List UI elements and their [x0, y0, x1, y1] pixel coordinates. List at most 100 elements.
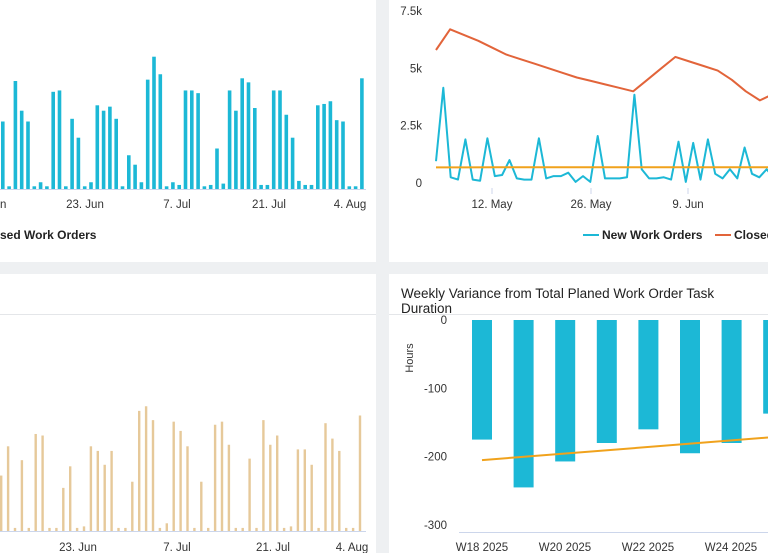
bar[interactable] [202, 186, 207, 189]
bar[interactable] [114, 118, 118, 189]
bar[interactable] [353, 186, 358, 189]
bar[interactable] [151, 420, 155, 531]
bar[interactable] [70, 118, 74, 189]
bar[interactable] [328, 101, 333, 189]
bar[interactable] [1, 121, 5, 190]
bar[interactable] [82, 526, 86, 531]
bar[interactable] [96, 450, 99, 531]
bar[interactable] [513, 320, 534, 488]
bar[interactable] [200, 481, 203, 531]
bar[interactable] [190, 90, 194, 189]
bar[interactable] [303, 184, 307, 189]
legend-new-work-orders[interactable]: New Work Orders [583, 228, 703, 242]
bar[interactable] [131, 481, 134, 531]
bar[interactable] [303, 449, 306, 531]
bar[interactable] [145, 79, 150, 189]
bar[interactable] [6, 446, 10, 531]
bar[interactable] [69, 466, 72, 531]
bar[interactable] [101, 110, 106, 189]
bar[interactable] [7, 186, 11, 189]
bar[interactable] [45, 186, 49, 189]
bar[interactable] [324, 423, 327, 531]
bar[interactable] [139, 182, 144, 189]
bar[interactable] [95, 105, 100, 189]
bar[interactable] [51, 91, 55, 189]
bar[interactable] [179, 430, 182, 531]
bar[interactable] [171, 182, 175, 189]
bar[interactable] [241, 527, 244, 531]
line-closed[interactable] [435, 28, 768, 102]
bar[interactable] [158, 74, 163, 189]
bar[interactable] [186, 446, 189, 531]
bar[interactable] [253, 108, 257, 189]
bar[interactable] [345, 527, 348, 531]
bar[interactable] [276, 435, 279, 531]
bar[interactable] [41, 435, 44, 531]
bar[interactable] [282, 527, 286, 531]
bar[interactable] [596, 320, 617, 443]
legend-closed[interactable]: Closed [715, 228, 768, 242]
bar[interactable] [38, 182, 43, 189]
bar[interactable] [27, 527, 30, 531]
bar[interactable] [472, 320, 492, 440]
bar[interactable] [62, 487, 65, 531]
bar[interactable] [108, 106, 112, 189]
bar[interactable] [721, 320, 742, 443]
bar[interactable] [64, 186, 68, 189]
bar[interactable] [89, 446, 93, 531]
bar[interactable] [317, 527, 320, 531]
bar[interactable] [13, 81, 18, 189]
bar[interactable] [32, 186, 37, 189]
line-new-work-orders[interactable] [435, 86, 768, 183]
bar[interactable] [227, 444, 231, 531]
bar[interactable] [358, 415, 362, 532]
bar[interactable] [240, 78, 244, 189]
bar[interactable] [278, 90, 282, 189]
bar[interactable] [34, 433, 37, 531]
bar[interactable] [248, 458, 251, 531]
bar[interactable] [680, 320, 700, 454]
bar[interactable] [271, 90, 276, 189]
bar[interactable] [138, 410, 141, 531]
bar[interactable] [19, 110, 24, 189]
legend-closed[interactable]: sed Work Orders [0, 228, 97, 242]
bar[interactable] [316, 105, 320, 189]
bar[interactable] [183, 90, 188, 189]
bar[interactable] [213, 424, 217, 531]
bar[interactable] [309, 184, 314, 189]
bar[interactable] [13, 527, 17, 531]
bar[interactable] [296, 449, 300, 531]
bar[interactable] [103, 464, 106, 531]
bar[interactable] [297, 180, 301, 189]
bar[interactable] [76, 137, 81, 189]
bar[interactable] [193, 527, 196, 531]
bar[interactable] [55, 527, 58, 531]
bar[interactable] [124, 527, 127, 531]
bar[interactable] [75, 527, 79, 531]
bar[interactable] [334, 120, 339, 189]
bar[interactable] [165, 523, 168, 531]
bar[interactable] [220, 421, 224, 531]
bar[interactable] [158, 527, 162, 531]
bar[interactable] [164, 186, 169, 189]
bar[interactable] [234, 110, 238, 189]
bar[interactable] [322, 103, 326, 189]
bar[interactable] [221, 183, 226, 189]
bar[interactable] [144, 406, 148, 531]
bar[interactable] [259, 184, 263, 189]
bar[interactable] [89, 182, 93, 189]
bar[interactable] [110, 450, 113, 531]
bar[interactable] [255, 527, 258, 531]
bar[interactable] [196, 93, 200, 189]
bar[interactable] [290, 137, 295, 189]
bar[interactable] [555, 320, 576, 462]
trend-line[interactable] [481, 436, 768, 462]
bar[interactable] [338, 450, 341, 531]
bar[interactable] [284, 114, 289, 189]
bar[interactable] [172, 421, 175, 531]
bar[interactable] [82, 186, 87, 189]
bar[interactable] [127, 155, 131, 189]
bar[interactable] [265, 184, 270, 189]
bar[interactable] [310, 464, 313, 531]
bar[interactable] [20, 460, 24, 531]
